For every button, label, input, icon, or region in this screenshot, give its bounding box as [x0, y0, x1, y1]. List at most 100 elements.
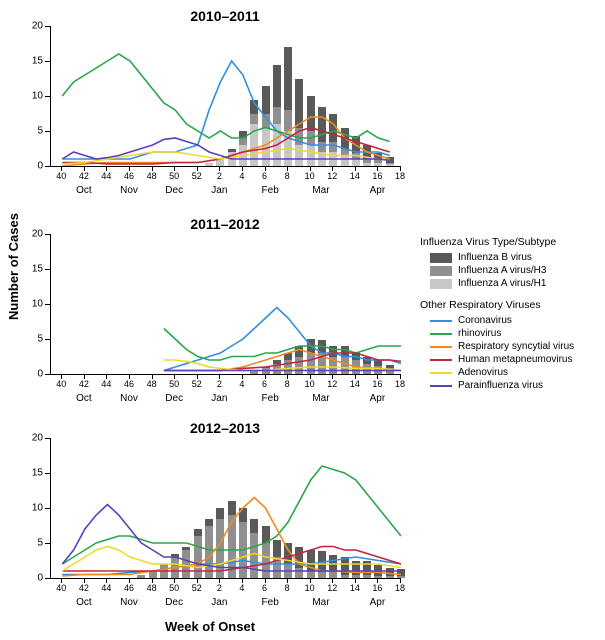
bar-column	[295, 547, 303, 579]
bar-segment	[329, 572, 337, 578]
panel: 2010–20110510152040424446485052246810121…	[50, 8, 400, 201]
y-axis-label: Number of Cases	[6, 213, 21, 320]
x-tick-label: 42	[79, 171, 89, 181]
bar-segment	[307, 550, 315, 571]
legend-swatch	[430, 253, 452, 263]
bar-column	[329, 346, 337, 374]
month-label: Feb	[262, 597, 279, 608]
bar-column	[262, 86, 270, 167]
bar-segment	[318, 152, 326, 166]
bar-segment	[284, 353, 292, 360]
bar-segment	[171, 554, 179, 558]
x-tick-label: 16	[372, 171, 382, 181]
bar-column	[205, 163, 213, 167]
x-tick-label: 8	[285, 379, 290, 389]
bar-segment	[205, 526, 213, 579]
bar-segment	[182, 547, 190, 551]
bar-column	[160, 564, 168, 578]
bar-column	[352, 561, 360, 579]
series-line	[62, 54, 389, 142]
x-tick-label: 10	[305, 583, 315, 593]
legend-line-swatch	[430, 320, 452, 322]
bar-segment	[341, 156, 349, 167]
bar-segment	[352, 575, 360, 579]
legend-swatch	[430, 266, 452, 276]
bar-segment	[363, 364, 371, 375]
bar-segment	[216, 159, 224, 166]
month-label: Apr	[370, 185, 386, 196]
x-tick-label: 12	[327, 583, 337, 593]
series-line	[62, 547, 401, 572]
x-tick-label: 12	[327, 379, 337, 389]
bar-column	[307, 339, 315, 374]
bar-segment	[329, 555, 337, 573]
bar-segment	[262, 368, 270, 374]
bar-segment	[295, 79, 303, 128]
legend-row: Coronavirus	[430, 315, 600, 326]
bar-segment	[318, 107, 326, 142]
legend-label: Influenza B virus	[458, 252, 532, 263]
bar-segment	[352, 136, 360, 154]
x-tick-label: 40	[56, 583, 66, 593]
series-line	[62, 128, 389, 164]
bar-segment	[341, 149, 349, 156]
bar-column	[284, 353, 292, 374]
x-tick-label: 2	[217, 379, 222, 389]
plot-area: 05101520	[50, 438, 401, 579]
x-tick-label: 6	[262, 171, 267, 181]
bar-segment	[262, 128, 270, 167]
bar-segment	[341, 346, 349, 357]
month-label: Oct	[76, 597, 92, 608]
bar-segment	[386, 157, 394, 163]
x-tick-label: 44	[101, 171, 111, 181]
y-tick-label: 0	[37, 573, 43, 584]
bar-segment	[363, 575, 371, 579]
x-tick-label: 14	[350, 379, 360, 389]
bar-column	[307, 550, 315, 578]
bar-column	[318, 107, 326, 167]
bar-column	[386, 365, 394, 374]
x-tick-label: 16	[372, 583, 382, 593]
bar-column	[273, 540, 281, 579]
x-tick-label: 52	[192, 171, 202, 181]
bar-column	[374, 360, 382, 374]
bar-segment	[363, 145, 371, 159]
bar-segment	[182, 550, 190, 578]
bar-segment	[284, 360, 292, 374]
x-tick-label: 48	[147, 171, 157, 181]
bar-segment	[262, 367, 270, 368]
bar-column	[341, 346, 349, 374]
bar-column	[182, 547, 190, 579]
x-tick-label: 46	[124, 583, 134, 593]
legend-label: Respiratory syncytial virus	[458, 341, 574, 352]
bar-segment	[307, 339, 315, 353]
bar-column	[149, 571, 157, 578]
bar-segment	[352, 360, 360, 374]
x-tick-label: 14	[350, 171, 360, 181]
month-label: Oct	[76, 185, 92, 196]
lines-svg	[51, 234, 401, 374]
series-line	[62, 117, 389, 166]
legend-label: Influenza A virus/H3	[458, 265, 546, 276]
bar-column	[194, 529, 202, 578]
x-tick-label: 2	[217, 171, 222, 181]
x-tick-label: 46	[124, 379, 134, 389]
bar-column	[329, 114, 337, 167]
bar-segment	[273, 360, 281, 364]
legend-line-swatch	[430, 372, 452, 374]
bar-column	[295, 79, 303, 167]
bar-segment	[273, 107, 281, 125]
bar-segment	[160, 564, 168, 578]
bar-segment	[262, 86, 270, 114]
legend-line-swatch	[430, 346, 452, 348]
bar-segment	[250, 114, 258, 125]
y-tick-label: 15	[32, 468, 43, 479]
bar-segment	[318, 572, 326, 578]
month-label: Jan	[211, 597, 227, 608]
bar-column	[329, 555, 337, 578]
bar-segment	[273, 364, 281, 375]
bar-segment	[228, 501, 236, 515]
x-tick-label: 4	[239, 171, 244, 181]
legend-bars: Influenza B virusInfluenza A virus/H3Inf…	[420, 252, 600, 289]
x-tick-label: 16	[372, 379, 382, 389]
